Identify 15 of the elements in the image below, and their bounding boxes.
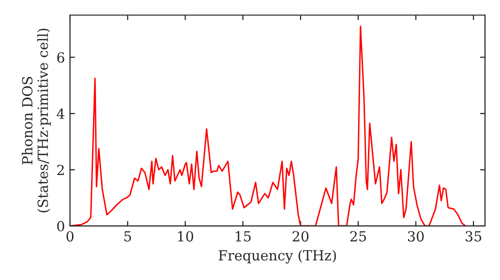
x-tick-label: 15 <box>236 231 251 242</box>
x-tick-label: 20 <box>292 231 308 242</box>
x-tick-label: 10 <box>178 231 194 242</box>
x-tick-label: 30 <box>408 231 424 242</box>
y-tick-label: 4 <box>56 108 64 119</box>
y-tick-label: 2 <box>57 164 64 176</box>
y-axis-title: Phonon DOS (States/THz·primitive cell) <box>22 28 51 212</box>
line-series <box>70 26 466 226</box>
x-axis-title: Frequency (THz) <box>218 250 336 264</box>
x-tick-label: 35 <box>466 231 482 242</box>
x-tick-label: 5 <box>124 231 131 242</box>
y-tick-label: 6 <box>57 52 64 63</box>
x-tick-label: 0 <box>66 231 74 242</box>
y-tick-label: 0 <box>57 220 64 232</box>
x-tick-label: 25 <box>350 231 366 242</box>
